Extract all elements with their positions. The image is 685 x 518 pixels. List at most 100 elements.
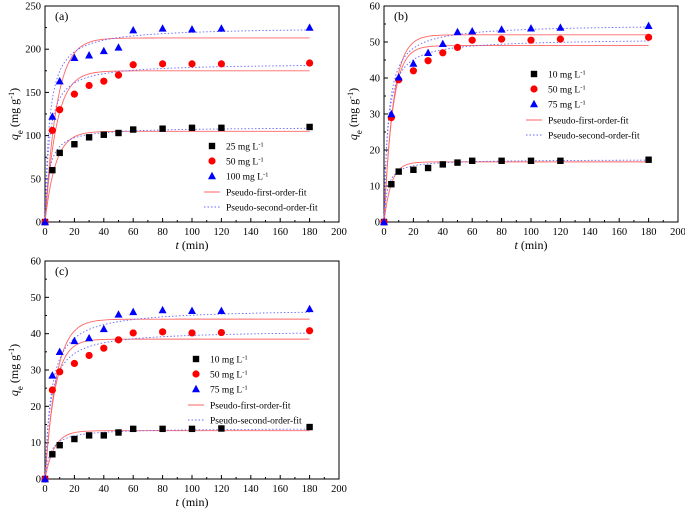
data-point-circle-s2 (86, 352, 93, 359)
data-point-square-s1 (189, 426, 195, 432)
y-tick-label: 0 (375, 218, 380, 229)
data-point-triangle-s3 (188, 25, 196, 32)
data-point-circle-s2 (159, 60, 166, 67)
pso-fit-curve-1 (45, 429, 310, 479)
data-point-triangle-s3 (100, 47, 108, 54)
pfo-fit-curve-1 (45, 431, 310, 479)
legend-label-2: 50 mg L-1 (548, 84, 586, 96)
x-tick-label: 20 (69, 484, 80, 495)
data-point-triangle-s3 (645, 22, 653, 29)
y-axis-label: qe (mg g-1) (7, 344, 26, 396)
data-point-circle-s2 (71, 360, 78, 367)
x-tick-label: 160 (272, 484, 288, 495)
data-point-square-s1 (528, 158, 534, 164)
data-point-square-s1 (130, 126, 136, 132)
x-tick-label: 60 (467, 227, 478, 238)
data-point-square-s1 (218, 125, 224, 131)
data-point-circle-s2 (115, 72, 122, 79)
x-tick-label: 0 (42, 227, 47, 238)
y-tick-label: 100 (25, 131, 41, 142)
data-point-circle-s2 (218, 329, 225, 336)
x-tick-label: 180 (641, 227, 657, 238)
data-point-square-s1 (645, 157, 651, 163)
data-point-circle-s2 (645, 34, 652, 41)
pso-fit-curve-2 (45, 66, 310, 222)
data-point-square-s1 (498, 158, 504, 164)
pso-fit-curve-1 (384, 160, 649, 222)
x-tick-label: 0 (381, 227, 386, 238)
data-point-square-s1 (454, 159, 460, 165)
data-point-triangle-s3 (439, 40, 447, 47)
data-point-triangle-s3 (100, 325, 108, 332)
x-tick-label: 200 (331, 484, 347, 495)
x-tick-label: 160 (611, 227, 627, 238)
data-point-triangle-s3 (159, 306, 167, 313)
x-axis-label: t (min) (514, 238, 547, 252)
legend-label-pso: Pseudo-second-order-fit (226, 203, 318, 214)
y-tick-label: 10 (31, 438, 42, 449)
data-point-triangle-s3 (395, 73, 403, 80)
data-point-square-s1 (306, 124, 312, 130)
legend-label-2: 50 mg L-1 (210, 369, 248, 381)
x-tick-label: 80 (157, 227, 168, 238)
y-tick-label: 50 (31, 174, 42, 185)
data-point-circle-s2 (159, 328, 166, 335)
data-point-square-s1 (71, 436, 77, 442)
pfo-fit-curve-1 (384, 162, 649, 222)
legend-label-pfo: Pseudo-first-order-fit (548, 116, 629, 127)
x-tick-label: 180 (302, 484, 318, 495)
data-point-triangle-s3 (468, 27, 476, 34)
data-point-circle-s2 (218, 60, 225, 67)
data-point-triangle-s3 (56, 348, 64, 355)
x-tick-label: 200 (670, 227, 685, 238)
data-point-triangle-s3 (454, 28, 462, 35)
legend-label-pfo: Pseudo-first-order-fit (210, 401, 291, 412)
data-point-triangle-s3 (85, 51, 93, 58)
legend-marker-3 (192, 385, 200, 392)
data-point-square-s1 (425, 165, 431, 171)
data-point-square-s1 (557, 158, 563, 164)
data-point-square-s1 (115, 429, 121, 435)
legend-marker-3 (530, 100, 538, 107)
data-point-triangle-s3 (129, 26, 137, 33)
y-tick-label: 50 (370, 38, 381, 49)
data-point-triangle-s3 (306, 305, 314, 312)
legend-marker-3 (208, 172, 216, 179)
x-axis-label: t (min) (175, 238, 208, 252)
x-tick-label: 180 (302, 227, 318, 238)
x-tick-label: 100 (184, 227, 200, 238)
pfo-fit-curve-3 (45, 319, 310, 479)
data-point-triangle-s3 (409, 59, 417, 66)
panel-label: (a) (55, 9, 68, 23)
y-tick-label: 50 (31, 293, 42, 304)
pso-fit-curve-3 (45, 312, 310, 479)
legend-marker-2 (192, 370, 199, 377)
data-point-circle-s2 (410, 67, 417, 74)
data-point-circle-s2 (115, 336, 122, 343)
data-point-circle-s2 (188, 60, 195, 67)
y-tick-label: 20 (31, 402, 42, 413)
y-tick-label: 0 (36, 218, 41, 229)
data-point-circle-s2 (454, 44, 461, 51)
data-point-circle-s2 (557, 36, 564, 43)
data-point-square-s1 (86, 134, 92, 140)
y-tick-label: 10 (370, 182, 381, 193)
data-point-square-s1 (101, 132, 107, 138)
data-point-circle-s2 (49, 386, 56, 393)
data-point-circle-s2 (100, 345, 107, 352)
legend-label-1: 25 mg L-1 (226, 141, 264, 153)
legend-marker-2 (208, 157, 215, 164)
x-tick-label: 80 (157, 484, 168, 495)
data-point-circle-s2 (86, 82, 93, 89)
legend-label-pfo: Pseudo-first-order-fit (226, 188, 307, 199)
data-point-triangle-s3 (556, 23, 564, 30)
data-point-square-s1 (410, 167, 416, 173)
plot-frame (45, 261, 339, 479)
y-axis-label: qe (mg g-1) (7, 88, 26, 140)
panel-label: (c) (55, 264, 68, 278)
x-tick-label: 100 (184, 484, 200, 495)
